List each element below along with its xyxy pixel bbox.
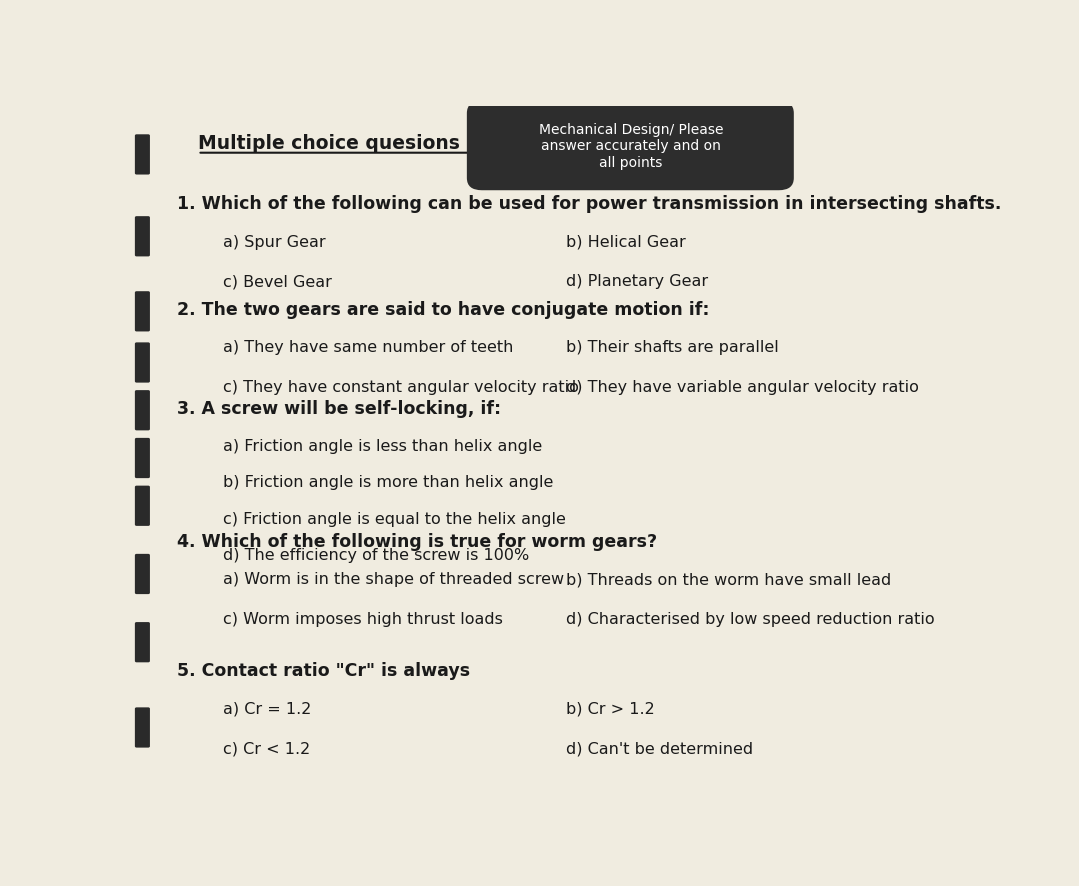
FancyBboxPatch shape: [135, 554, 150, 595]
FancyBboxPatch shape: [135, 291, 150, 331]
Text: c) Bevel Gear: c) Bevel Gear: [222, 274, 331, 289]
Text: a) Spur Gear: a) Spur Gear: [222, 235, 325, 250]
Text: b) Threads on the worm have small lead: b) Threads on the worm have small lead: [565, 572, 891, 587]
Text: b) Their shafts are parallel: b) Their shafts are parallel: [565, 340, 778, 355]
Text: all points: all points: [599, 156, 663, 170]
Text: c) Friction angle is equal to the helix angle: c) Friction angle is equal to the helix …: [222, 511, 565, 526]
Text: d) The efficiency of the screw is 100%: d) The efficiency of the screw is 100%: [222, 548, 529, 563]
Text: c) Cr < 1.2: c) Cr < 1.2: [222, 742, 310, 757]
Text: 2. The two gears are said to have conjugate motion if:: 2. The two gears are said to have conjug…: [177, 300, 709, 319]
FancyBboxPatch shape: [135, 342, 150, 383]
Text: b) Helical Gear: b) Helical Gear: [565, 235, 685, 250]
Text: b) Cr > 1.2: b) Cr > 1.2: [565, 702, 654, 717]
Text: b) Friction angle is more than helix angle: b) Friction angle is more than helix ang…: [222, 476, 554, 491]
Text: d) They have variable angular velocity ratio: d) They have variable angular velocity r…: [565, 380, 918, 395]
Text: a) They have same number of teeth: a) They have same number of teeth: [222, 340, 513, 355]
Text: a) Worm is in the shape of threaded screw: a) Worm is in the shape of threaded scre…: [222, 572, 564, 587]
FancyBboxPatch shape: [135, 216, 150, 256]
FancyBboxPatch shape: [135, 438, 150, 478]
FancyBboxPatch shape: [135, 486, 150, 526]
Text: d) Can't be determined: d) Can't be determined: [565, 742, 753, 757]
Text: d) Characterised by low speed reduction ratio: d) Characterised by low speed reduction …: [565, 612, 934, 627]
Text: 1. Which of the following can be used for power transmission in intersecting sha: 1. Which of the following can be used fo…: [177, 195, 1001, 213]
Text: d) Planetary Gear: d) Planetary Gear: [565, 274, 708, 289]
Text: answer accurately and on: answer accurately and on: [541, 139, 721, 153]
Text: 5. Contact ratio "Cr" is always: 5. Contact ratio "Cr" is always: [177, 663, 469, 680]
Text: Multiple choice quesions: Multiple choice quesions: [197, 135, 460, 153]
FancyBboxPatch shape: [135, 135, 150, 175]
Text: Mechanical Design/ Please: Mechanical Design/ Please: [538, 123, 723, 137]
FancyBboxPatch shape: [135, 622, 150, 663]
Text: c) Worm imposes high thrust loads: c) Worm imposes high thrust loads: [222, 612, 503, 627]
FancyBboxPatch shape: [135, 707, 150, 748]
FancyBboxPatch shape: [467, 101, 794, 190]
Text: 3. A screw will be self-locking, if:: 3. A screw will be self-locking, if:: [177, 400, 501, 417]
Text: c) They have constant angular velocity ratio: c) They have constant angular velocity r…: [222, 380, 578, 395]
Text: a) Cr = 1.2: a) Cr = 1.2: [222, 702, 311, 717]
Text: 4. Which of the following is true for worm gears?: 4. Which of the following is true for wo…: [177, 532, 657, 551]
FancyBboxPatch shape: [135, 390, 150, 431]
Text: a) Friction angle is less than helix angle: a) Friction angle is less than helix ang…: [222, 439, 542, 455]
